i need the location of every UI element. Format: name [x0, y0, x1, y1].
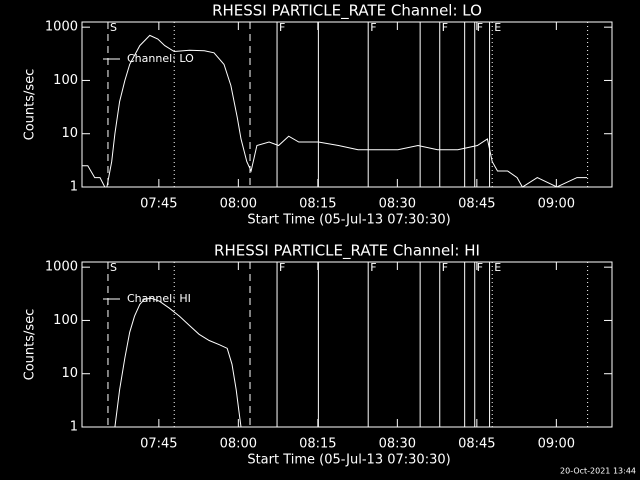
- event-flag: F: [279, 21, 285, 34]
- data-line: [82, 34, 588, 188]
- event-flag: E: [494, 21, 501, 34]
- x-tick-label: 08:45: [458, 197, 495, 212]
- x-axis-label: Start Time (05-Jul-13 07:30:30): [247, 213, 450, 228]
- y-tick-label: 10: [61, 126, 78, 141]
- plot-frame: [81, 261, 613, 428]
- y-tick-label: 100: [53, 313, 78, 328]
- y-tick-label: 1000: [45, 20, 78, 35]
- x-tick-label: 08:45: [458, 437, 495, 452]
- x-tick-label: 08:30: [379, 437, 416, 452]
- event-flag: F: [370, 261, 376, 274]
- legend-label: Channel: LO: [127, 52, 194, 65]
- event-flag: F: [442, 21, 448, 34]
- event-flag: F: [370, 21, 376, 34]
- y-tick-label: 10: [61, 366, 78, 381]
- event-flag: S: [110, 21, 117, 34]
- x-tick-label: 09:00: [538, 197, 575, 212]
- x-tick-label: 08:00: [220, 437, 257, 452]
- x-tick-label: 08:15: [299, 437, 336, 452]
- event-flag: F: [442, 261, 448, 274]
- y-tick-label: 100: [53, 73, 78, 88]
- plot-frame: [81, 21, 613, 188]
- legend-label: Channel: HI: [127, 292, 191, 305]
- x-tick-label: 08:30: [379, 197, 416, 212]
- y-axis-label: Counts/sec: [23, 309, 38, 381]
- event-flag: S: [110, 261, 117, 274]
- x-tick-label: 07:45: [140, 437, 177, 452]
- y-tick-label: 1: [70, 180, 78, 195]
- y-axis-label: Counts/sec: [23, 69, 38, 141]
- footer: 20-Oct-2021 13:44: [560, 467, 636, 476]
- x-tick-label: 08:00: [220, 197, 257, 212]
- y-tick-label: 1000: [45, 260, 78, 275]
- chart-title: RHESSI PARTICLE_RATE Channel: LO: [212, 2, 482, 21]
- x-axis-label: Start Time (05-Jul-13 07:30:30): [247, 453, 450, 468]
- x-tick-label: 08:15: [299, 197, 336, 212]
- event-flag: F: [477, 261, 483, 274]
- event-flag: E: [494, 261, 501, 274]
- x-tick-label: 07:45: [140, 197, 177, 212]
- event-flag: F: [477, 21, 483, 34]
- event-flag: F: [279, 261, 285, 274]
- y-tick-label: 1: [70, 420, 78, 435]
- data-line: [114, 297, 242, 428]
- chart-title: RHESSI PARTICLE_RATE Channel: HI: [214, 242, 480, 261]
- x-tick-label: 09:00: [538, 437, 575, 452]
